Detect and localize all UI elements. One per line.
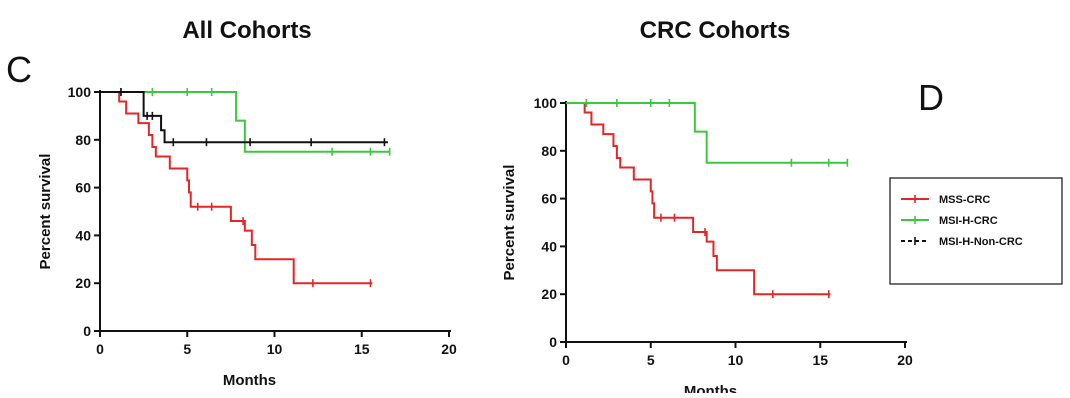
y-tick-label-all: 0 xyxy=(83,323,91,339)
y-tick-label-all: 20 xyxy=(75,275,91,291)
chart-title-all: All Cohorts xyxy=(182,17,311,44)
series-line-all-msi-h-non-crc xyxy=(100,91,388,144)
series-line-all-msi-h-crc xyxy=(100,91,390,153)
y-tick-label-all: 80 xyxy=(75,132,91,148)
x-tick-label-crc: 20 xyxy=(897,352,913,368)
y-tick-label-all: 40 xyxy=(75,227,91,243)
chart-title-crc: CRC Cohorts xyxy=(640,17,791,44)
x-tick-label-crc: 10 xyxy=(728,352,744,368)
chart-crc-cohorts: CRC Cohorts 0 20 40 60 80 100 0 5 10 15 20 Months Per… xyxy=(501,17,913,398)
x-axis-label-all: Months xyxy=(223,372,276,389)
legend-label-msi-h-non-crc: MSI-H-Non-CRC xyxy=(939,236,1023,248)
y-tick-label-crc: 60 xyxy=(541,191,557,207)
panel-letter-d: D xyxy=(918,77,944,118)
y-tick-label-crc: 100 xyxy=(534,95,558,111)
y-tick-label-crc: 0 xyxy=(549,334,557,350)
y-tick-label-all: 60 xyxy=(75,180,91,196)
y-tick-label-crc: 80 xyxy=(541,143,557,159)
x-tick-label-crc: 0 xyxy=(562,352,570,368)
x-tick-label-all: 0 xyxy=(96,341,104,357)
y-axis-label-crc: Percent survival xyxy=(501,165,518,281)
x-tick-label-all: 5 xyxy=(183,341,191,357)
y-tick-label-crc: 40 xyxy=(541,238,557,254)
x-tick-label-crc: 15 xyxy=(812,352,828,368)
x-tick-label-all: 10 xyxy=(267,341,283,357)
legend-label-mss-crc: MSS-CRC xyxy=(939,194,990,206)
legend-label-msi-h-crc: MSI-H-CRC xyxy=(939,215,998,227)
y-tick-label-all: 100 xyxy=(68,84,92,100)
panel-letter-c: C xyxy=(6,49,32,90)
y-axis-label-all: Percent survival xyxy=(37,154,54,270)
chart-all-cohorts: All Cohorts 0 20 40 60 80 100 0 5 10 15 20 Months Per… xyxy=(37,17,457,389)
legend: MSS-CRC MSI-H-CRC MSI-H-Non-CRC xyxy=(889,177,1063,285)
x-axis-label-crc: Months xyxy=(684,383,737,393)
series-line-crc-msi-h-crc xyxy=(566,102,848,164)
y-tick-label-crc: 20 xyxy=(541,286,557,302)
x-tick-label-all: 15 xyxy=(354,341,370,357)
x-tick-label-crc: 5 xyxy=(647,352,655,368)
legend-box xyxy=(889,177,1063,285)
x-tick-label-all: 20 xyxy=(441,341,457,357)
series-line-all-mss-crc xyxy=(113,91,373,285)
series-line-crc-mss-crc xyxy=(579,102,831,296)
